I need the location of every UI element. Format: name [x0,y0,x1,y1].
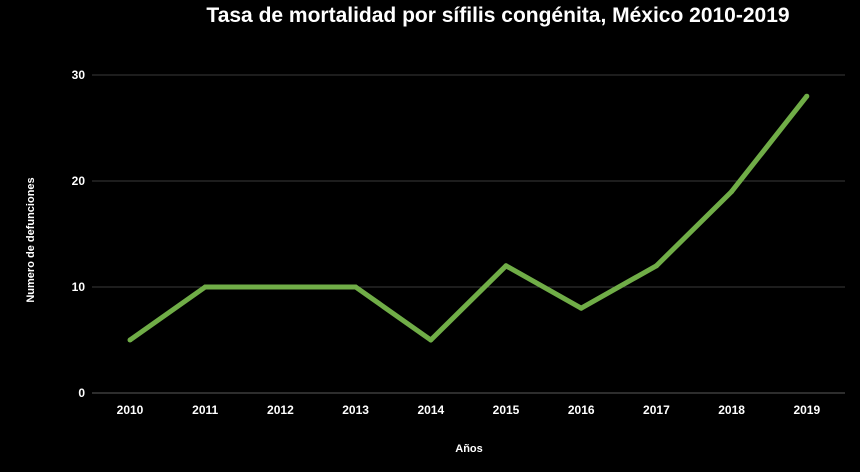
data-point [127,337,133,343]
x-tick-label: 2016 [568,403,595,417]
x-tick-label: 2010 [117,403,144,417]
data-point [578,305,584,311]
x-tick-label: 2012 [267,403,294,417]
x-tick-label: 2018 [718,403,745,417]
y-tick-label: 0 [78,386,85,400]
x-tick-label: 2019 [793,403,820,417]
x-axis-label: Años [455,443,483,455]
data-point [353,284,359,290]
data-point [729,189,735,195]
y-tick-label: 20 [72,174,86,188]
series-layer [127,93,810,343]
x-axis-ticks: 2010 2011 2012 2013 2014 2015 2016 2017 2018 2019 [117,403,821,417]
gridlines [92,74,845,394]
x-tick-label: 2015 [493,403,520,417]
data-point [428,337,434,343]
chart-title: Tasa de mortalidad por sífilis congénita… [206,4,789,27]
y-tick-label: 30 [72,68,86,82]
x-tick-label: 2014 [417,403,444,417]
y-axis-ticks: 0 10 20 30 [72,68,86,400]
series-line [128,94,809,343]
data-point [277,284,283,290]
y-axis-label: Numero de defunciones [25,177,37,302]
data-point [804,93,810,99]
data-point [503,263,509,269]
x-tick-label: 2017 [643,403,670,417]
y-tick-label: 10 [72,280,86,294]
data-point [202,284,208,290]
x-tick-label: 2011 [192,403,218,417]
data-point [653,263,659,269]
x-tick-label: 2013 [342,403,369,417]
